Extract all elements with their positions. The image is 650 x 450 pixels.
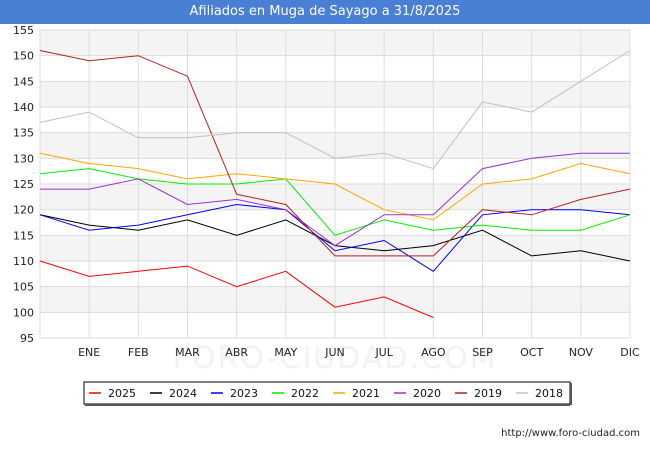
y-tick-label: 140 [13,101,34,114]
legend-label-2021: 2021 [352,387,380,400]
x-tick-label: FEB [128,346,149,359]
x-tick-label: NOV [569,346,594,359]
x-tick-label: ENE [78,346,100,359]
x-tick-label: MAY [274,346,297,359]
legend-label-2024: 2024 [169,387,197,400]
legend-label-2022: 2022 [291,387,319,400]
series-line-2023 [39,203,631,272]
y-tick-label: 120 [13,204,34,217]
y-tick-label: 155 [13,24,34,37]
series-lines [39,50,631,318]
x-axis-ticks: ENE FEB MAR ABR MAY JUN JUL AGO SEP OCT NOV DIC [78,346,640,359]
y-tick-label: 95 [20,332,34,345]
chart-title: Afiliados en Muga de Sayago a 31/8/2025 [0,0,650,24]
series-line-2021 [39,152,631,221]
legend-label-2018: 2018 [535,387,563,400]
y-tick-label: 125 [13,178,34,191]
x-tick-label: ABR [225,346,248,359]
x-tick-label: AGO [421,346,446,359]
series-line-2019 [39,50,631,257]
y-tick-label: 105 [13,281,34,294]
y-tick-label: 150 [13,50,34,63]
y-tick-label: 130 [13,152,34,165]
x-tick-label: JUN [324,346,345,359]
watermark-text: FORO-CIUDAD.COM [173,341,498,376]
y-tick-label: 100 [13,306,34,319]
y-tick-label: 135 [13,127,34,140]
legend: 2025 2024 2023 2022 2021 2020 2019 2018 [83,381,572,406]
x-tick-label: JUL [374,346,393,359]
series-line-2025 [39,260,434,318]
x-tick-label: SEP [472,346,493,359]
x-tick-label: OCT [520,346,543,359]
legend-label-2023: 2023 [230,387,258,400]
x-tick-label: DIC [620,346,640,359]
legend-label-2025: 2025 [108,387,136,400]
series-line-2020 [40,152,630,247]
y-tick-label: 110 [13,255,34,268]
y-tick-label: 115 [13,229,34,242]
legend-label-2020: 2020 [413,387,441,400]
series-line-2018 [39,50,631,170]
legend-label-2019: 2019 [474,387,502,400]
source-url[interactable]: http://www.foro-ciudad.com [501,428,640,439]
x-tick-label: MAR [175,346,200,359]
y-tick-label: 145 [13,75,34,88]
y-axis-ticks: 95 100 105 110 115 120 125 130 135 140 145 150 155 [13,24,34,345]
